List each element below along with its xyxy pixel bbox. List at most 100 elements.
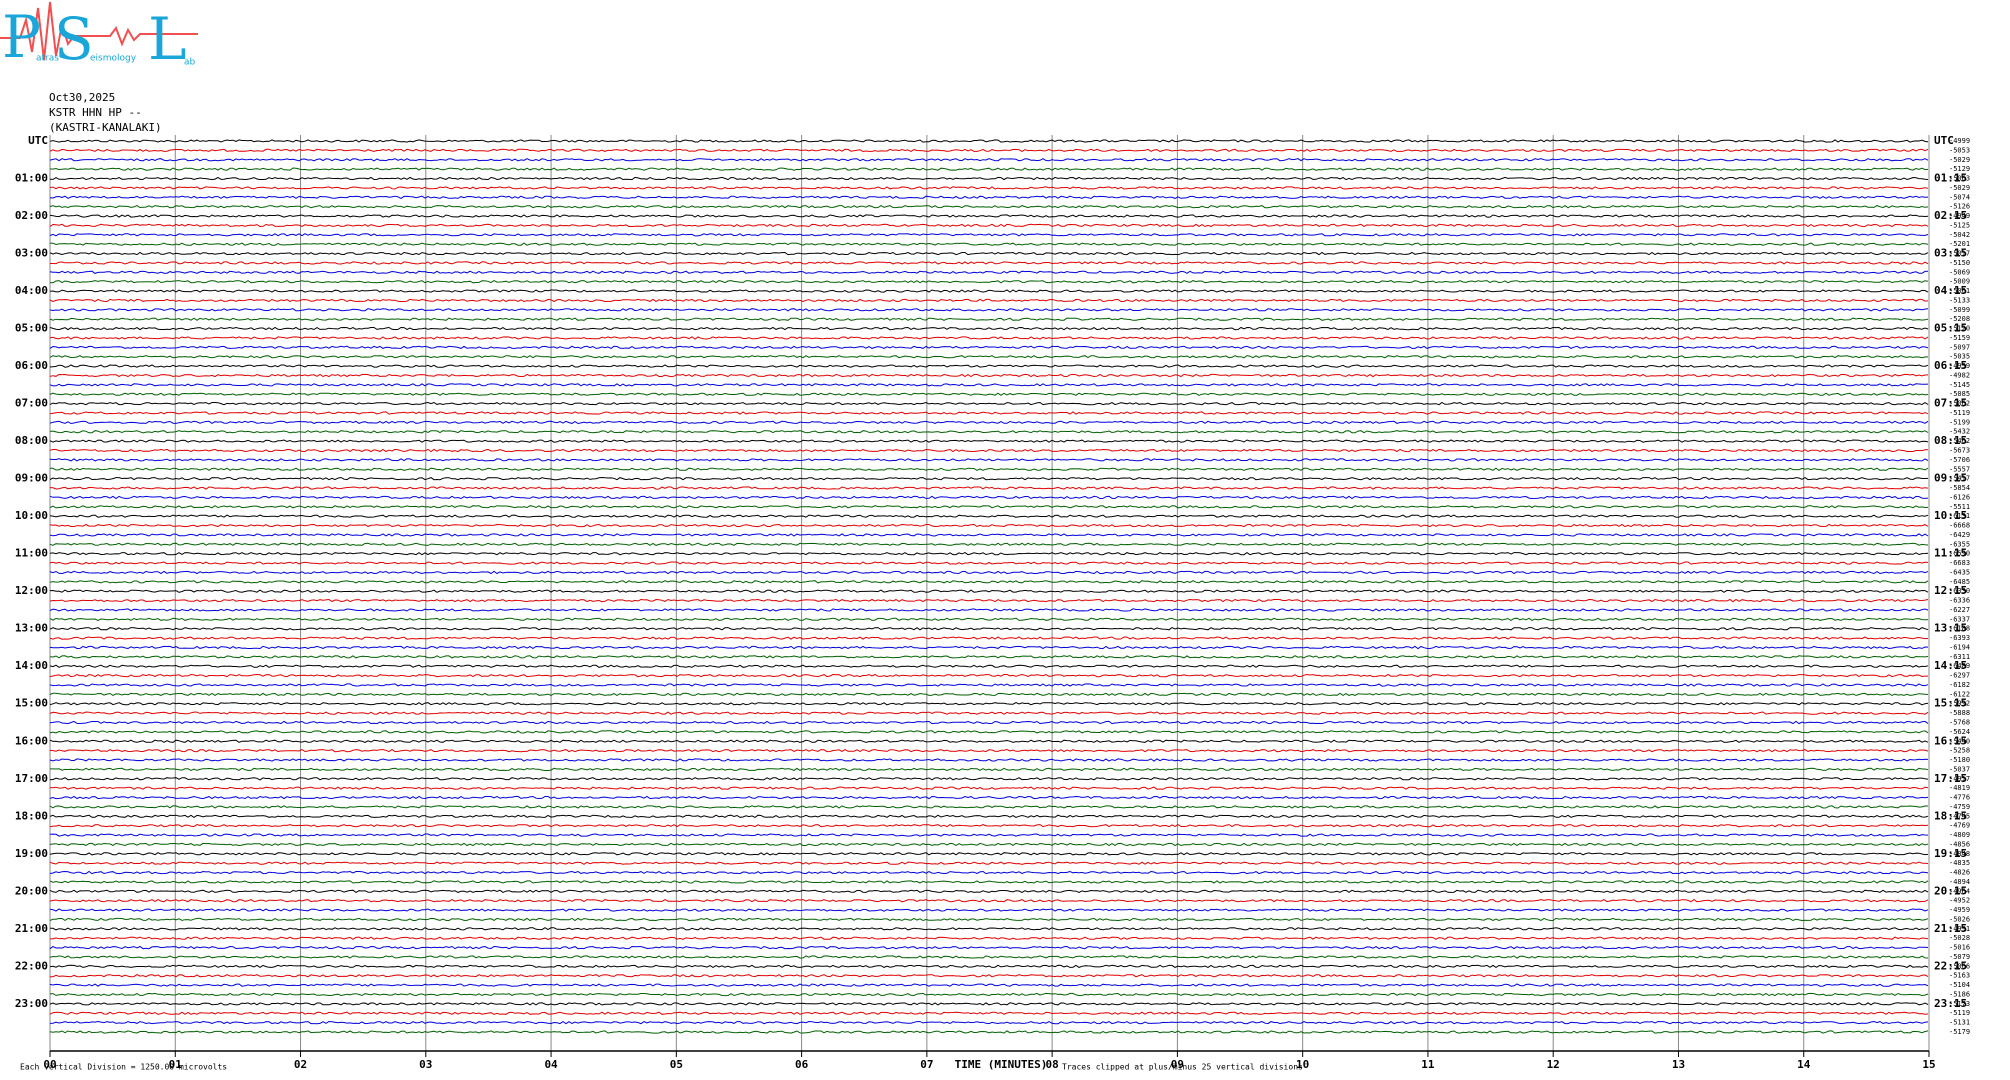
- offset-label: -6336: [1949, 597, 1970, 605]
- offset-label: -5417: [1949, 475, 1970, 483]
- right-time-label: 16:15: [1934, 734, 1967, 747]
- right-time-label: 14:15: [1934, 659, 1967, 672]
- trace: [49, 945, 1929, 950]
- offset-label: -5432: [1949, 428, 1970, 436]
- trace: [49, 983, 1929, 987]
- trace: [49, 383, 1929, 387]
- offset-label: -5186: [1949, 990, 1970, 998]
- x-tick-label: 03: [419, 1058, 432, 1071]
- left-time-label: 03:00: [15, 247, 48, 260]
- offset-label: -5150: [1949, 259, 1970, 267]
- left-time-label: 02:00: [15, 209, 48, 222]
- offset-label: -4894: [1949, 878, 1970, 886]
- logo-letter: P: [2, 3, 41, 71]
- trace: [49, 551, 1929, 556]
- offset-label: -4769: [1949, 822, 1970, 830]
- left-time-label: 18:00: [15, 809, 48, 822]
- offset-label: -5511: [1949, 503, 1970, 511]
- trace: [49, 251, 1929, 256]
- offset-label: -6126: [1949, 493, 1970, 501]
- logo-letter: L: [148, 5, 187, 73]
- offset-label: -5028: [1949, 934, 1970, 942]
- left-time-label: 22:00: [15, 959, 48, 972]
- trace: [49, 345, 1929, 349]
- trace: [49, 664, 1929, 668]
- trace: [49, 392, 1929, 396]
- trace: [49, 214, 1929, 218]
- right-time-label: 20:15: [1934, 884, 1967, 897]
- x-tick-label: 14: [1797, 1058, 1811, 1071]
- trace: [49, 186, 1929, 190]
- x-tick-label: 06: [795, 1058, 809, 1071]
- right-time-label: 02:15: [1934, 209, 1967, 222]
- trace: [50, 936, 1929, 940]
- offset-label: -4848: [1949, 850, 1970, 858]
- trace: [49, 748, 1929, 753]
- trace: [49, 870, 1929, 875]
- trace: [49, 204, 1929, 209]
- trace: [49, 673, 1928, 678]
- offset-label: -4959: [1949, 906, 1970, 914]
- trace: [49, 364, 1929, 368]
- left-time-label: 14:00: [15, 659, 48, 672]
- right-time-label: 17:15: [1934, 772, 1967, 785]
- offset-label: -6683: [1949, 559, 1970, 567]
- offset-label: -5053: [1949, 146, 1970, 154]
- right-time-label: 07:15: [1934, 397, 1967, 410]
- trace: [50, 767, 1929, 772]
- trace: [49, 298, 1929, 303]
- offset-label: -5125: [1949, 221, 1970, 229]
- trace: [49, 439, 1929, 443]
- trace: [49, 580, 1929, 584]
- trace: [49, 645, 1929, 650]
- right-time-label: UTC: [1934, 134, 1954, 147]
- offset-label: -6131: [1949, 512, 1970, 520]
- right-time-label: 19:15: [1934, 847, 1967, 860]
- right-time-label: 04:15: [1934, 284, 1967, 297]
- trace: [49, 317, 1929, 321]
- trace: [49, 448, 1928, 453]
- offset-label: -5029: [1949, 156, 1970, 164]
- offset-label: -5120: [1949, 325, 1970, 333]
- offset-label: -5104: [1949, 981, 1970, 989]
- offset-label: -5017: [1949, 250, 1970, 258]
- trace: [49, 514, 1929, 518]
- trace: [49, 1011, 1929, 1015]
- x-tick-label: 07: [920, 1058, 933, 1071]
- offset-label: -5129: [1949, 165, 1970, 173]
- offset-label: -5133: [1949, 296, 1970, 304]
- trace: [49, 167, 1929, 171]
- trace: [49, 233, 1929, 237]
- trace: [49, 495, 1929, 500]
- right-time-label: 08:15: [1934, 434, 1967, 447]
- offset-label: -5085: [1949, 390, 1970, 398]
- offset-label: -5035: [1949, 353, 1970, 361]
- trace: [49, 336, 1929, 340]
- trace: [49, 542, 1929, 546]
- offset-label: -6182: [1949, 681, 1970, 689]
- trace: [49, 824, 1929, 828]
- offset-label: -5099: [1949, 306, 1970, 314]
- trace: [49, 992, 1929, 997]
- x-tick-label: 02: [294, 1058, 307, 1071]
- offset-label: -5163: [1949, 972, 1970, 980]
- left-time-label: 09:00: [15, 472, 48, 485]
- trace: [49, 608, 1929, 612]
- left-time-label: 06:00: [15, 359, 48, 372]
- right-time-label: 13:15: [1934, 622, 1967, 635]
- left-time-label: 15:00: [15, 697, 48, 710]
- right-time-label: 15:15: [1934, 697, 1967, 710]
- x-tick-label: 08: [1046, 1058, 1059, 1071]
- right-time-label: 23:15: [1934, 997, 1967, 1010]
- offset-label: -5258: [1949, 747, 1970, 755]
- trace: [49, 242, 1929, 246]
- offset-label: -5062: [1949, 400, 1970, 408]
- offset-label: -5009: [1949, 278, 1970, 286]
- offset-label: -5042: [1949, 231, 1970, 239]
- offset-label: -5074: [1949, 193, 1970, 201]
- offset-label: -5888: [1949, 709, 1970, 717]
- offset-label: -4917: [1949, 775, 1970, 783]
- offset-label: -5173: [1949, 1000, 1970, 1008]
- trace: [49, 373, 1929, 378]
